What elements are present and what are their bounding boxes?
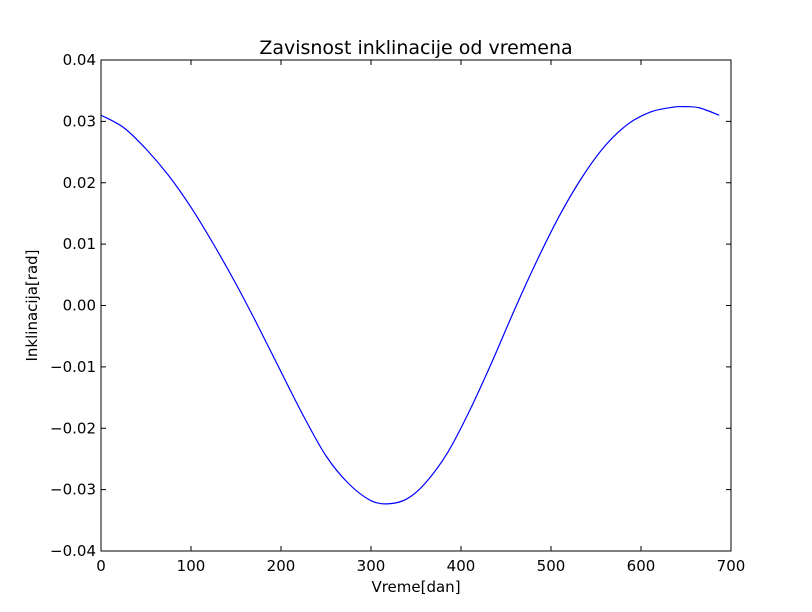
y-tick-label: −0.04 — [50, 542, 96, 560]
x-tick-label: 100 — [177, 557, 206, 575]
x-tick-label: 0 — [96, 557, 106, 575]
x-tick-label: 200 — [267, 557, 296, 575]
x-tick-label: 400 — [447, 557, 476, 575]
series-layer — [100, 105, 720, 505]
plot-area — [101, 60, 731, 551]
x-tick-label: 700 — [717, 557, 746, 575]
x-tick-labels: 0 100 200 300 400 500 600 700 — [96, 557, 745, 575]
x-tick-label: 600 — [627, 557, 656, 575]
x-tick-label: 300 — [357, 557, 386, 575]
chart-title: Zavisnost inklinacije od vremena — [259, 37, 572, 59]
y-tick-label: −0.01 — [50, 358, 96, 376]
x-tick-label: 500 — [537, 557, 566, 575]
y-tick-label: 0.01 — [63, 235, 96, 253]
y-tick-labels: −0.04 −0.03 −0.02 −0.01 0.00 0.01 0.02 0.03 0.04 — [50, 51, 96, 560]
y-axis-label: Inklinacija[rad] — [23, 249, 41, 361]
x-axis-label: Vreme[dan] — [371, 578, 460, 596]
y-tick-label: 0.00 — [63, 297, 96, 315]
y-tick-label: −0.03 — [50, 481, 96, 499]
y-tick-label: −0.02 — [50, 419, 96, 437]
y-tick-label: 0.02 — [63, 174, 96, 192]
series-line-0 — [100, 105, 720, 505]
y-tick-label: 0.04 — [63, 51, 96, 69]
ticks-layer — [100, 59, 732, 552]
y-tick-label: 0.03 — [63, 112, 96, 130]
